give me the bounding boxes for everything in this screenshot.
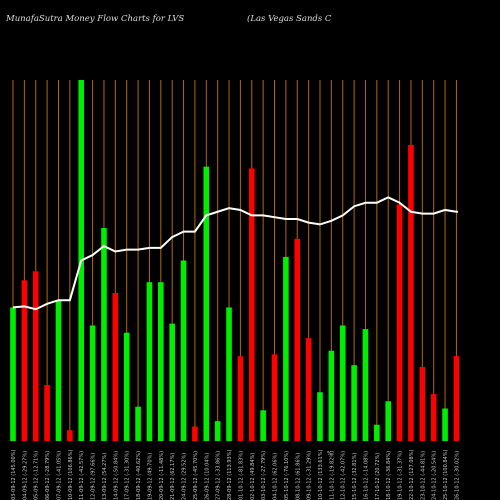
- x-tick-label: 27-09-12 (-33.86%): [216, 451, 222, 500]
- x-tick-label: 11-10-12 (-19.82%): [329, 451, 335, 500]
- x-tick-label: 13-09-12 (54.27%): [102, 453, 108, 500]
- x-tick-label: 03-09-12 (145.00%): [11, 450, 17, 500]
- x-tick-label: 19-10-12 (-31.37%): [398, 451, 404, 500]
- x-tick-label: 10-10-12 (133.61%): [318, 450, 324, 500]
- x-tick-label: 24-10-12 (-20.54%): [432, 451, 438, 500]
- x-tick-label: 09-10-12 (-31.29%): [307, 451, 313, 500]
- x-tick-label: 12-10-12 (-42.07%): [341, 451, 347, 500]
- bar-down: [294, 238, 301, 441]
- bar-up: [214, 421, 221, 441]
- bar-up: [339, 325, 346, 441]
- bar-up: [203, 166, 210, 441]
- bar-up: [55, 300, 62, 441]
- bar-up: [317, 392, 323, 441]
- bar-down: [112, 292, 119, 441]
- bar-down: [237, 356, 244, 441]
- x-tick-label: 24-09-12 (29.52%): [182, 453, 188, 500]
- bar-up: [135, 406, 141, 441]
- bar-down: [32, 271, 39, 441]
- x-tick-label: 18-09-12 (-40.62%): [136, 451, 142, 500]
- bar-down: [396, 204, 403, 441]
- x-tick-label: 15-10-12 (32.81%): [352, 453, 358, 500]
- x-tick-label: 01-10-12 (-81.83%): [238, 451, 244, 500]
- bar-up: [374, 424, 380, 441]
- x-tick-label: 26-10-12 (-30.02%): [454, 451, 460, 500]
- x-tick-label: 03-10-12 (-27.79%): [261, 451, 267, 500]
- bar-down: [408, 144, 414, 442]
- x-tick-label: 05-09-12 (-12.71%): [34, 451, 40, 500]
- bar-down: [192, 426, 198, 441]
- x-tick-label: 20-09-12 (-11.48%): [159, 451, 165, 500]
- x-tick-label: 22-10-12 (127.08%): [409, 450, 415, 500]
- bar-up: [442, 408, 448, 441]
- x-tick-label: 04-10-12 (62.06%): [273, 453, 279, 500]
- bar-down: [44, 385, 50, 441]
- x-tick-label: 07-09-12 (-41.05%): [56, 451, 62, 500]
- bar-down: [271, 354, 278, 441]
- x-tick-label: 23-10-12 (-44.81%): [420, 451, 426, 500]
- x-tick-label: 19-09-12 (49.70%): [147, 453, 153, 500]
- bar-down: [248, 168, 255, 441]
- bar-down: [21, 280, 28, 441]
- bar-down: [419, 366, 426, 441]
- x-tick-label: 17-10-12 (20.72%): [375, 453, 381, 500]
- bar-up: [89, 325, 96, 441]
- money-flow-line: [12, 196, 458, 311]
- x-tick-label: 28-09-12 (113.93%): [227, 450, 233, 500]
- x-tick-label: 26-09-12 (10.04%): [204, 453, 210, 500]
- bar-up: [260, 410, 266, 441]
- bar-up: [328, 350, 335, 441]
- x-tick-label: 21-09-12 (62.17%): [170, 453, 176, 500]
- bar-up: [180, 260, 187, 441]
- bar-down: [430, 394, 437, 441]
- x-tick-label: 10-09-12 (106.86%): [68, 450, 74, 500]
- x-tick-label: 25-10-12 (100.84%): [443, 450, 449, 500]
- x-tick-label: 05-10-12 (-76.10%): [284, 451, 290, 500]
- bar-up: [385, 401, 392, 441]
- x-tick-label: 06-09-12 (-28.79%): [45, 451, 51, 500]
- bar-up: [123, 332, 130, 441]
- x-tick-label: 08-10-12 (61.86%): [295, 453, 301, 500]
- bar-down: [453, 356, 460, 441]
- bar-up: [158, 282, 164, 441]
- x-tick-label: 11-09-12 (-42.57%): [79, 451, 85, 500]
- bar-down: [67, 430, 73, 441]
- bar-up: [101, 228, 107, 441]
- bar-up: [10, 307, 16, 441]
- x-tick-label: 14-09-12 (-50.84%): [113, 451, 119, 500]
- percent-label: %: [327, 451, 332, 457]
- bar-up: [283, 256, 289, 441]
- bar-up: [169, 323, 175, 441]
- bar-up: [146, 282, 153, 441]
- bar-down: [305, 338, 312, 441]
- x-tick-label: 25-09-12 (-45.70%): [193, 451, 199, 500]
- bar-up: [351, 365, 357, 441]
- bar-up: [362, 329, 369, 441]
- x-tick-label: 12-09-12 (97.66%): [91, 453, 97, 500]
- x-tick-label: 04-09-12 (-29.27%): [22, 451, 28, 500]
- x-tick-label: 18-10-12 (-36.84%): [386, 451, 392, 500]
- chart-title: MunafaSutra Money Flow Charts for LVS: [6, 14, 185, 24]
- x-tick-label: 02-10-12 (49.84%): [250, 453, 256, 500]
- x-tick-label: 17-09-12 (-31.30%): [125, 451, 131, 500]
- chart-subtitle: (Las Vegas Sands C: [247, 14, 332, 24]
- bar-up: [226, 307, 232, 441]
- x-tick-label: 16-10-12 (-14.08%): [363, 451, 369, 500]
